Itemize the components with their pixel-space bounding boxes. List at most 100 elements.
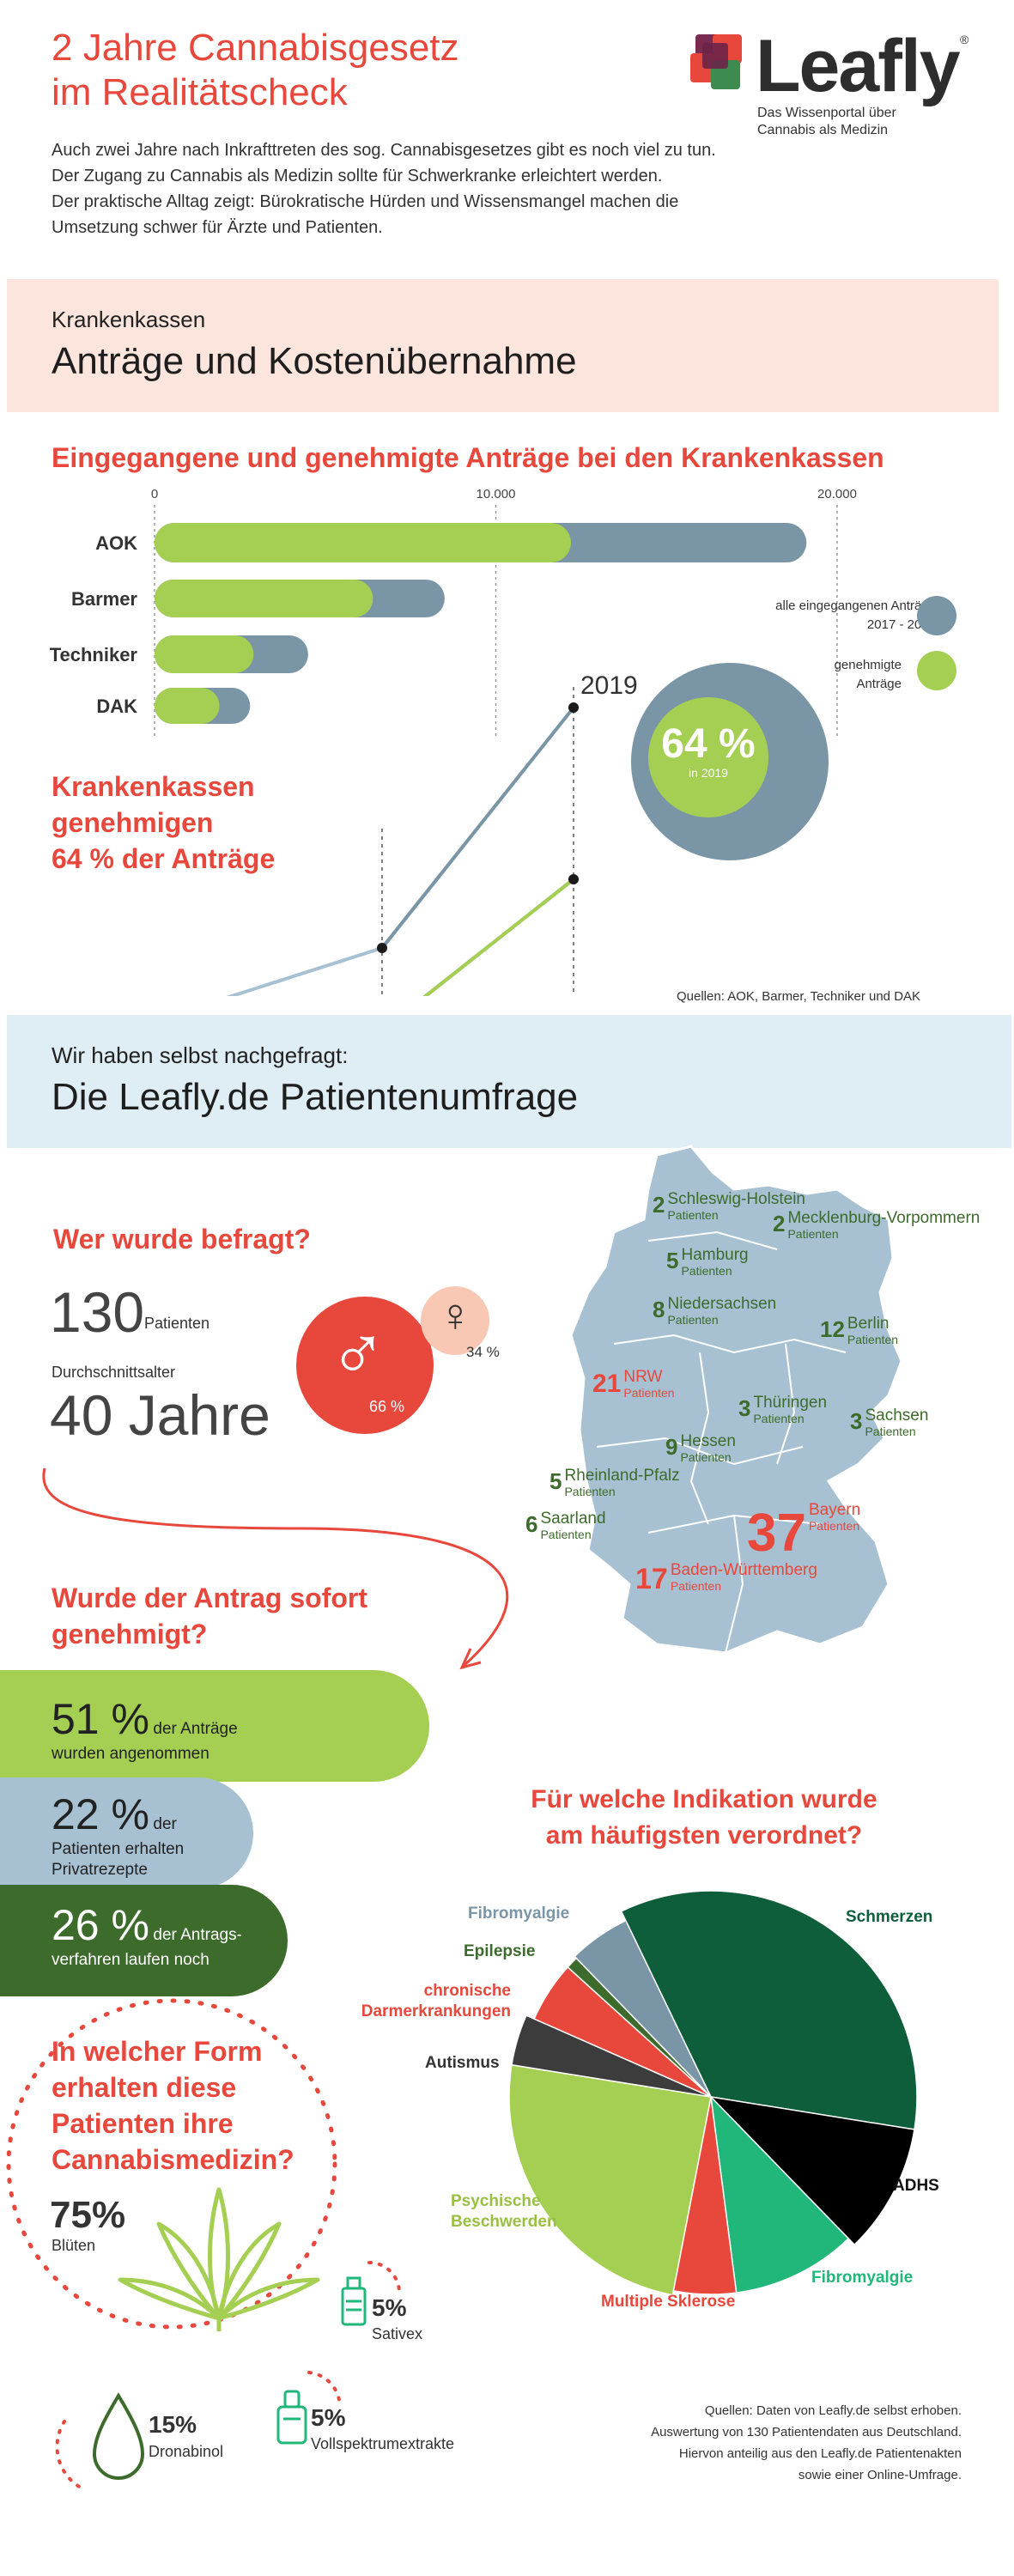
pill-laufend: 26 % der Antrags- verfahren laufen noch [0,1885,288,1996]
logo-tagline: Das Wissenportal über Cannabis als Mediz… [757,106,896,137]
page-title: 2 Jahre Cannabisgesetz im Realitätscheck [52,27,459,113]
map-label-th-ringen: 3 Thüringen Patienten [738,1394,828,1427]
map-label-berlin: 12 Berlin Patienten [820,1315,899,1348]
map-unit: Patienten [667,1313,719,1327]
male-circle: ♂ 66 % [296,1297,434,1434]
bar-approved [155,688,220,724]
map-unit: Patienten [787,1227,839,1241]
map-region-name: Hamburg [681,1246,749,1264]
bar-approved [155,523,571,562]
intro-text: Auch zwei Jahre nach Inkrafttreten des s… [52,141,716,237]
logo-registered: ® [960,33,969,46]
male-pct: 66 % [369,1398,405,1415]
map-count: 12 [820,1316,845,1342]
legend-total-swatch [917,596,956,635]
map-label-nrw: 21 NRW Patienten [592,1368,675,1401]
form-pct-blueten: 75% [50,2194,126,2236]
map-unit: Patienten [808,1519,860,1533]
map-region-name: Saarland [540,1510,606,1528]
form-label-sativex: Sativex [372,2325,423,2342]
bar-approved [155,635,254,673]
line-chart: 20182019 [226,671,638,996]
section-band-krankenkassen: Krankenkassen Anträge und Kostenübernahm… [7,279,999,412]
form-label-dronabinol: Dronabinol [149,2443,224,2460]
form-label-blueten: Blüten [52,2237,96,2254]
pie-title: Für welche Indikation wurde am häufigste… [531,1785,877,1850]
map-label-schleswig-holstein: 2 Schleswig-Holstein Patienten [653,1191,805,1224]
pie-chart [508,1890,918,2296]
sources-survey: Quellen: Daten von Leafly.de selbst erho… [651,2403,962,2482]
pie-slice-autismus [511,2014,712,2098]
map-count: 17 [635,1563,668,1595]
map-region-name: NRW [623,1368,663,1386]
leafly-logo: Leafly ® Das Wissenportal über Cannabis … [687,17,979,146]
survey-age: 40 Jahre [50,1383,270,1447]
bar-approved [155,580,373,617]
pie-label-schmerzen: Schmerzen [846,1908,933,1926]
map-count: 2 [773,1211,786,1236]
map-count: 8 [653,1297,665,1322]
map-region-name: Thüringen [753,1394,828,1412]
map-count: 5 [550,1468,562,1494]
legend-total: alle eingegangenen Anträge 2017 - 2019 [775,598,936,632]
map-region-name: Baden-Württemberg [670,1561,817,1579]
line-series-approved-upper [422,878,575,996]
map-label-hamburg: 5 Hamburg Patienten [666,1246,749,1279]
map-unit: Patienten [680,1450,732,1464]
bar-tick-label: 0 [151,487,158,501]
bar-tick-label: 20.000 [817,487,857,501]
dropper-bottle-icon [276,2371,341,2445]
survey-question: Wer wurde befragt? [53,1224,311,1255]
pie-label-adhs: ADHS [893,2177,939,2195]
female-circle: ♀ [421,1286,489,1355]
pie-slice-psychische-beschwerden [508,2063,712,2296]
pie-label-epilepsie: Epilepsie [464,1942,536,1960]
map-region-name: Sachsen [865,1406,929,1425]
legend-approved: genehmigte Anträge [834,658,902,691]
map-unit: Patienten [753,1412,805,1425]
map-label-mecklenburg-vorpommern: 2 Mecklenburg-Vorpommern Patienten [773,1210,980,1242]
pill-pct: 22 % [52,1790,149,1838]
pie-slice-schmerzen [620,1890,918,2130]
map-unit: Patienten [847,1333,899,1346]
pie-label-ms: Multiple Sklerose [601,2293,736,2311]
map-label-rheinland-pfalz: 5 Rheinland-Pfalz Patienten [550,1467,680,1500]
map-count: 2 [653,1192,665,1218]
line-series-total-upper [380,706,575,950]
pill-text: Patienten erhalten [52,1840,185,1858]
cannabis-leaf-icon [118,2187,320,2331]
section-sup: Krankenkassen [52,307,206,332]
map-region-name: Rheinland-Pfalz [564,1467,680,1485]
female-icon: ♀ [438,1290,473,1341]
line-series-approved [422,878,575,996]
logo-wordmark: Leafly [756,25,961,107]
map-region-name: Niedersachsen [667,1295,777,1313]
map-unit: Patienten [681,1264,732,1278]
approval-pct: 64 % [661,721,756,767]
survey-count: 130 [50,1280,145,1344]
map-label-saarland: 6 Saarland Patienten [525,1510,606,1543]
male-icon: ♂ [329,1311,387,1397]
pill-text: der Antrags- [153,1926,242,1944]
bar-category-label: AOK [95,532,137,554]
pie-label-autismus: Autismus [425,2054,500,2072]
bar-category-label: DAK [96,696,137,717]
pill-privatrezepte: 22 % der Patienten erhalten Privatrezept… [0,1777,253,1889]
pie-slice-fibromyalgie [574,1919,712,2098]
pill-pct: 26 % [52,1901,149,1949]
map-count: 3 [850,1408,863,1434]
connector-arrow [42,1467,509,1670]
germany-map [569,1145,903,1655]
pill-text: der Anträge [153,1720,238,1738]
map-label-bayern: 37 Bayern Patienten [747,1502,860,1564]
pill-pct: 51 % [52,1695,149,1743]
pill-angenommen: 51 % der Anträge wurden angenommen [0,1670,429,1782]
approval-bubble-inner: 64 % in 2019 [648,697,768,817]
bar-tick-label: 10.000 [477,487,516,501]
form-pct-extrakte: 5% [311,2404,346,2431]
approval-year: in 2019 [689,766,728,780]
line-label-2019: 2019 [580,671,638,700]
legend-approved-swatch [917,651,956,690]
form-question: In welcher Form erhalten diese Patienten… [52,2036,294,2175]
bar-chart: 0 10.000 20.000 AOK Barmer Techniker DAK [50,487,857,738]
